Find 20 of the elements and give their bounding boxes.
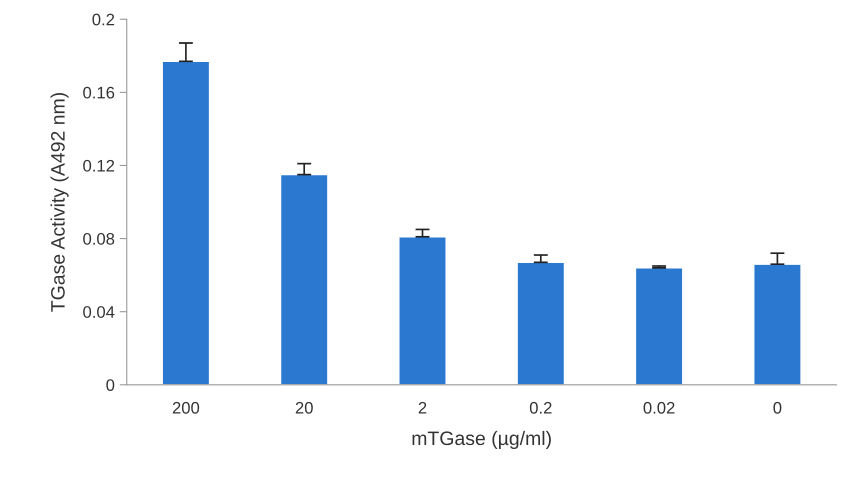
bar — [753, 263, 802, 385]
bar — [162, 60, 210, 385]
x-tick-label: 20 — [296, 402, 313, 414]
bar — [398, 236, 447, 385]
x-tick-label: 200 — [172, 402, 200, 414]
y-tick-label: 0.04 — [83, 306, 114, 318]
y-tick-label: 0.16 — [83, 86, 114, 99]
bar — [516, 262, 566, 385]
y-tick-label: 0.2 — [92, 14, 114, 26]
bar — [280, 174, 329, 385]
y-tick-label: 0.12 — [83, 160, 114, 172]
x-axis-title: mTGase (µg/ml) — [412, 430, 551, 450]
x-tick-label: 0.02 — [644, 402, 674, 414]
x-tick-label: 2 — [418, 402, 426, 414]
y-tick-label: 0.08 — [83, 232, 114, 245]
x-tick-label: 0.2 — [530, 402, 552, 414]
bar — [634, 267, 684, 385]
y-tick-label: 0 — [106, 379, 114, 392]
x-tick-label: 0 — [773, 402, 782, 414]
y-axis-title: TGase Activity (A492 nm) — [50, 93, 69, 312]
